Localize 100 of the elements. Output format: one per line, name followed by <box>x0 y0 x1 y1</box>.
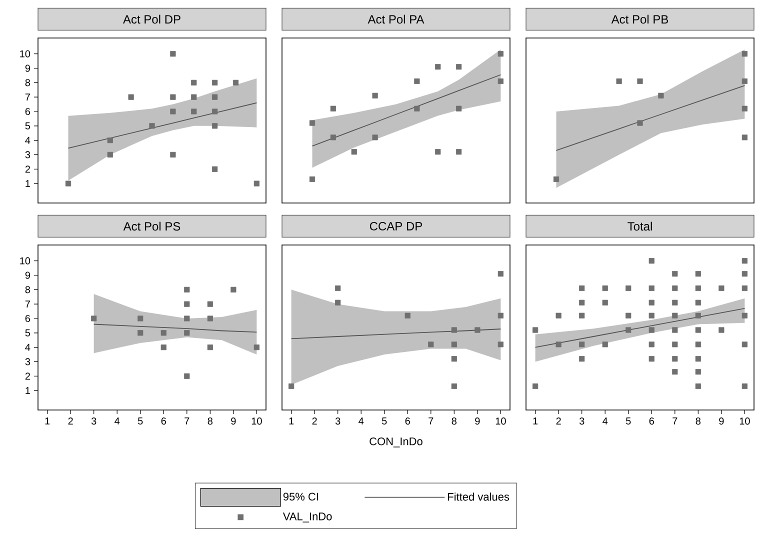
point <box>254 344 260 350</box>
x-tick-label: 6 <box>649 418 654 425</box>
point <box>672 369 678 375</box>
point <box>742 342 748 348</box>
line-series <box>93 324 258 333</box>
point <box>232 80 239 86</box>
point <box>498 342 504 348</box>
point <box>579 312 585 318</box>
point <box>451 327 457 333</box>
point <box>212 80 218 86</box>
point <box>254 180 260 186</box>
point <box>184 330 190 336</box>
point <box>672 327 678 333</box>
point <box>170 108 176 114</box>
point <box>532 327 538 333</box>
point <box>330 134 336 140</box>
point <box>191 108 197 114</box>
text: 95% CI <box>283 492 318 501</box>
text: Fitted values <box>448 492 510 501</box>
point <box>648 312 654 318</box>
point <box>230 286 236 292</box>
point <box>532 383 538 390</box>
x-tick-label: 7 <box>428 418 434 424</box>
point <box>695 271 701 277</box>
point <box>191 94 197 100</box>
x-tick-label: 4 <box>114 418 120 424</box>
y-tick-label: 10 <box>20 257 30 264</box>
x-tick-label: 1 <box>289 418 294 424</box>
x-tick-label: 6 <box>161 418 166 425</box>
point <box>288 383 294 390</box>
y-tick-label: 2 <box>25 166 30 173</box>
x-tick-label: 1 <box>533 418 538 424</box>
point <box>648 327 654 333</box>
chart-title: Act Pol PB <box>611 14 668 24</box>
x-tick-label: 8 <box>452 418 457 425</box>
point <box>170 94 176 100</box>
point <box>498 51 504 57</box>
point <box>579 285 585 292</box>
x-tick-label: 5 <box>138 418 143 425</box>
y-tick-label: 10 <box>20 50 30 58</box>
point <box>742 106 748 112</box>
point <box>184 316 190 322</box>
x-tick-label: 10 <box>740 418 750 425</box>
chart-title: CCAP DP <box>370 222 422 230</box>
point <box>742 134 748 140</box>
x-tick-label: 8 <box>696 418 701 425</box>
point <box>498 78 504 84</box>
point <box>695 369 701 375</box>
y-tick-label: 2 <box>25 372 30 380</box>
chart-title: Act Pol PA <box>368 14 424 24</box>
point <box>695 342 701 348</box>
y-tick-label: 5 <box>25 122 30 130</box>
y-tick-label: 1 <box>26 387 30 394</box>
point <box>160 344 166 350</box>
point <box>107 138 113 144</box>
point <box>648 356 654 362</box>
y-tick-label: 6 <box>25 108 30 116</box>
x-tick-label: 4 <box>602 418 608 424</box>
x-tick-label: 10 <box>496 418 506 425</box>
point <box>718 327 724 333</box>
point <box>742 78 748 84</box>
x-tick-label: 6 <box>405 418 410 425</box>
y-tick-label: 6 <box>25 314 30 322</box>
x-tick-label: 8 <box>208 418 213 425</box>
point <box>372 134 378 140</box>
point <box>579 300 585 306</box>
x-axis-title: CON_InDo <box>370 437 422 448</box>
point <box>404 312 410 318</box>
point <box>335 300 341 306</box>
point <box>65 180 72 186</box>
chart-title: Act Pol DP <box>123 14 180 24</box>
point <box>207 301 213 307</box>
y-tick-label: 5 <box>25 329 30 336</box>
point <box>428 342 434 348</box>
x-tick-label: 3 <box>579 418 584 425</box>
point <box>184 301 190 307</box>
x-tick-label: 4 <box>358 418 364 424</box>
point <box>435 149 441 155</box>
x-tick-label: 2 <box>312 418 317 425</box>
point <box>212 94 218 100</box>
point <box>742 383 748 390</box>
point <box>456 64 462 70</box>
point <box>626 312 632 318</box>
point <box>648 342 654 348</box>
point <box>602 300 608 306</box>
point <box>207 344 213 350</box>
x-tick-label: 3 <box>91 418 96 425</box>
point <box>184 373 190 379</box>
point <box>309 176 316 182</box>
point <box>672 285 678 292</box>
point <box>602 285 608 292</box>
x-tick-label: 10 <box>252 418 262 425</box>
point <box>672 356 678 362</box>
point <box>637 120 643 126</box>
x-tick-label: 9 <box>475 418 480 425</box>
point <box>498 271 504 277</box>
point <box>648 285 654 292</box>
x-tick-label: 2 <box>68 418 73 425</box>
y-tick-label: 9 <box>25 272 30 279</box>
y-tick-label: 3 <box>25 358 30 366</box>
